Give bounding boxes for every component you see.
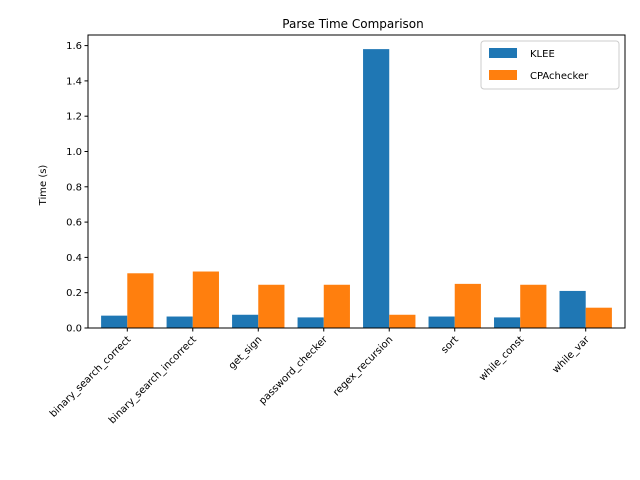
- bar-klee-while_const: [494, 317, 521, 328]
- legend-label-cpachecker: CPAchecker: [530, 71, 589, 82]
- y-tick-label: 0.2: [66, 288, 82, 299]
- bar-klee-get_sign: [232, 314, 259, 328]
- bar-cpachecker-regex_recursion: [389, 314, 416, 328]
- x-tick-label: sort: [439, 334, 461, 356]
- bar-cpachecker-while_const: [520, 284, 547, 328]
- y-tick-label: 0.4: [66, 253, 82, 264]
- y-tick-label: 0.8: [66, 182, 82, 193]
- x-tick-label: regex_recursion: [331, 334, 395, 398]
- y-axis-label: Time (s): [38, 165, 49, 207]
- bar-cpachecker-binary_search_incorrect: [192, 271, 219, 328]
- bar-klee-binary_search_correct: [101, 315, 128, 328]
- legend-label-klee: KLEE: [530, 49, 555, 60]
- bar-cpachecker-binary_search_correct: [127, 273, 154, 328]
- y-tick-label: 1.6: [66, 41, 82, 52]
- y-tick-label: 0.0: [66, 324, 82, 335]
- x-tick-label: get_sign: [227, 334, 265, 372]
- bar-cpachecker-get_sign: [258, 284, 285, 328]
- y-tick-label: 0.6: [66, 218, 82, 229]
- legend: KLEE CPAchecker: [480, 40, 620, 90]
- bar-klee-password_checker: [297, 317, 324, 328]
- x-tick-label: while_const: [477, 334, 526, 383]
- chart-title: Parse Time Comparison: [282, 17, 423, 31]
- y-tick-label: 1.0: [66, 147, 82, 158]
- plot-area-frame: [87, 34, 626, 329]
- bar-cpachecker-while_var: [585, 307, 612, 328]
- y-tick-label: 1.4: [66, 76, 82, 87]
- bar-cpachecker-password_checker: [323, 284, 350, 328]
- bar-klee-binary_search_incorrect: [166, 316, 193, 328]
- x-axis: binary_search_correctbinary_search_incor…: [48, 328, 592, 426]
- bar-cpachecker-sort: [454, 283, 481, 328]
- bar-klee-regex_recursion: [363, 49, 390, 328]
- legend-swatch-klee: [489, 48, 517, 58]
- x-tick-label: password_checker: [257, 334, 330, 407]
- y-tick-label: 1.2: [66, 112, 82, 123]
- bar-klee-while_var: [559, 290, 586, 328]
- bars-group: [101, 49, 612, 328]
- x-tick-label: while_var: [551, 334, 593, 376]
- y-axis: 0.0 0.2 0.4 0.6 0.8 1.0 1.2 1.4 1.6: [66, 41, 88, 335]
- legend-swatch-cpachecker: [489, 70, 517, 80]
- bar-klee-sort: [428, 316, 455, 328]
